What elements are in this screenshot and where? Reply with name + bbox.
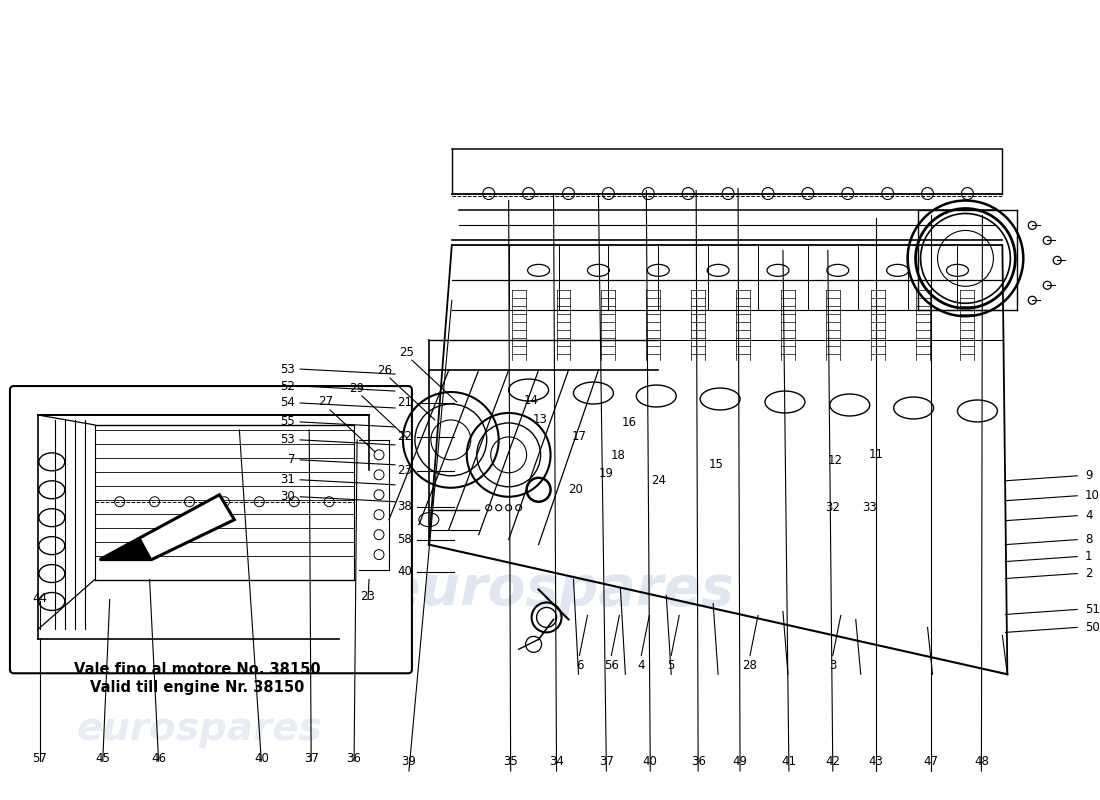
Text: 56: 56 (604, 659, 619, 672)
Text: 37: 37 (304, 751, 319, 765)
Text: 30: 30 (280, 490, 295, 503)
Text: 14: 14 (524, 394, 539, 407)
Text: eurospares: eurospares (77, 710, 322, 748)
Text: 49: 49 (733, 754, 748, 767)
Text: 43: 43 (868, 754, 883, 767)
Text: eurospares: eurospares (383, 562, 734, 617)
Text: 32: 32 (825, 502, 840, 514)
Text: 36: 36 (346, 751, 362, 765)
Polygon shape (100, 494, 234, 559)
Text: 6: 6 (575, 659, 583, 672)
Text: 57: 57 (33, 751, 47, 765)
Text: 3: 3 (829, 659, 836, 672)
Text: 34: 34 (549, 754, 564, 767)
Text: 25: 25 (399, 346, 415, 358)
Text: 15: 15 (708, 458, 724, 471)
Text: 36: 36 (691, 754, 705, 767)
Text: 4: 4 (638, 659, 645, 672)
Text: 4: 4 (1085, 509, 1092, 522)
Text: 40: 40 (397, 565, 411, 578)
Text: 39: 39 (402, 754, 417, 767)
Text: 46: 46 (151, 751, 166, 765)
Text: 5: 5 (668, 659, 675, 672)
Text: 45: 45 (96, 751, 110, 765)
Text: 37: 37 (600, 754, 614, 767)
Text: 52: 52 (280, 379, 295, 393)
Text: 23: 23 (397, 464, 411, 478)
Text: Vale fino al motore No. 38150: Vale fino al motore No. 38150 (74, 662, 321, 677)
Text: 24: 24 (651, 474, 666, 487)
Text: 2: 2 (1085, 567, 1092, 580)
Text: 11: 11 (868, 448, 883, 462)
Text: 33: 33 (862, 502, 877, 514)
Text: 55: 55 (280, 415, 295, 429)
Text: 27: 27 (318, 395, 332, 409)
Text: 54: 54 (280, 397, 295, 410)
Text: 23: 23 (361, 590, 375, 603)
FancyBboxPatch shape (10, 386, 411, 674)
Text: 58: 58 (397, 533, 411, 546)
Text: 47: 47 (923, 754, 938, 767)
Text: 40: 40 (254, 751, 268, 765)
Text: 44: 44 (32, 592, 47, 605)
Text: 28: 28 (742, 659, 758, 672)
Text: 12: 12 (827, 454, 843, 467)
Text: 7: 7 (288, 454, 295, 466)
Text: 38: 38 (397, 500, 411, 514)
Text: 41: 41 (781, 754, 796, 767)
Text: 53: 53 (280, 362, 295, 375)
Text: 50: 50 (1085, 621, 1100, 634)
Text: 35: 35 (504, 754, 518, 767)
Text: 42: 42 (825, 754, 840, 767)
Text: 48: 48 (974, 754, 989, 767)
Text: 16: 16 (621, 417, 637, 430)
Text: 20: 20 (568, 483, 583, 496)
Text: Valid till engine Nr. 38150: Valid till engine Nr. 38150 (90, 680, 305, 694)
Text: 51: 51 (1085, 603, 1100, 616)
Text: 8: 8 (1085, 533, 1092, 546)
Text: 19: 19 (598, 467, 614, 480)
Text: 18: 18 (610, 450, 626, 462)
Text: 29: 29 (350, 382, 364, 394)
Text: 9: 9 (1085, 470, 1092, 482)
Text: 13: 13 (534, 414, 548, 426)
Text: 10: 10 (1085, 490, 1100, 502)
Text: 26: 26 (377, 363, 393, 377)
Text: 40: 40 (642, 754, 658, 767)
Text: 22: 22 (397, 430, 411, 443)
Polygon shape (100, 538, 152, 559)
Text: 53: 53 (280, 434, 295, 446)
Text: 1: 1 (1085, 550, 1092, 563)
Text: 21: 21 (397, 397, 411, 410)
Text: 17: 17 (572, 430, 587, 443)
Text: 31: 31 (280, 474, 295, 486)
